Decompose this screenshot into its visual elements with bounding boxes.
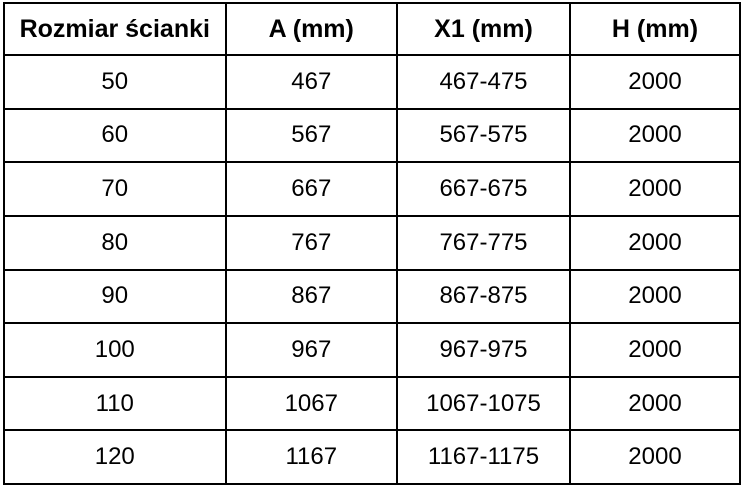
table-cell: 2000 — [568, 54, 742, 110]
table-cell: 967 — [224, 322, 399, 378]
table-cell: 60 — [3, 107, 227, 164]
table-row: 90 867 867-875 2000 — [3, 268, 742, 325]
table-cell: 967-975 — [396, 322, 571, 378]
table-row: 100 967 967-975 2000 — [3, 322, 742, 378]
table-cell: 120 — [3, 429, 227, 485]
table-cell: 667 — [224, 161, 399, 217]
table-cell: 467-475 — [396, 54, 571, 110]
table-row: 70 667 667-675 2000 — [3, 161, 742, 217]
table-cell: 767-775 — [396, 214, 571, 271]
table-row: 50 467 467-475 2000 — [3, 54, 742, 110]
table-cell: 1167-1175 — [396, 429, 571, 485]
table-cell: 667-675 — [396, 161, 571, 217]
table-row: 80 767 767-775 2000 — [3, 214, 742, 271]
table-cell: 767 — [224, 214, 399, 271]
table-row: 120 1167 1167-1175 2000 — [3, 429, 742, 485]
table-cell: 70 — [3, 161, 227, 217]
table-cell: 100 — [3, 322, 227, 378]
table-cell: 867-875 — [396, 268, 571, 325]
table-cell: 1067-1075 — [396, 375, 571, 432]
column-header-a-mm: A (mm) — [224, 2, 399, 56]
table-cell: 2000 — [568, 107, 742, 164]
table-cell: 2000 — [568, 161, 742, 217]
table-cell: 110 — [3, 375, 227, 432]
table-cell: 567 — [224, 107, 399, 164]
header-row: Rozmiar ścianki A (mm) X1 (mm) H (mm) — [3, 2, 742, 56]
column-header-x1-mm: X1 (mm) — [396, 2, 571, 56]
table-cell: 1067 — [224, 375, 399, 432]
table-cell: 2000 — [568, 214, 742, 271]
table-row: 110 1067 1067-1075 2000 — [3, 375, 742, 432]
table-row: 60 567 567-575 2000 — [3, 107, 742, 164]
table-cell: 2000 — [568, 268, 742, 325]
table-cell: 2000 — [568, 375, 742, 432]
table-cell: 567-575 — [396, 107, 571, 164]
table-cell: 2000 — [568, 322, 742, 378]
table-cell: 2000 — [568, 429, 742, 485]
table-cell: 467 — [224, 54, 399, 110]
table-body: 50 467 467-475 2000 60 567 567-575 2000 70 667 667… — [3, 54, 742, 485]
column-header-rozmiar-scianki: Rozmiar ścianki — [3, 2, 227, 56]
size-spec-table: Rozmiar ścianki A (mm) X1 (mm) H (mm) 50… — [3, 2, 742, 485]
table-cell: 1167 — [224, 429, 399, 485]
column-header-h-mm: H (mm) — [568, 2, 742, 56]
table-cell: 867 — [224, 268, 399, 325]
table-cell: 80 — [3, 214, 227, 271]
table-cell: 50 — [3, 54, 227, 110]
table-cell: 90 — [3, 268, 227, 325]
